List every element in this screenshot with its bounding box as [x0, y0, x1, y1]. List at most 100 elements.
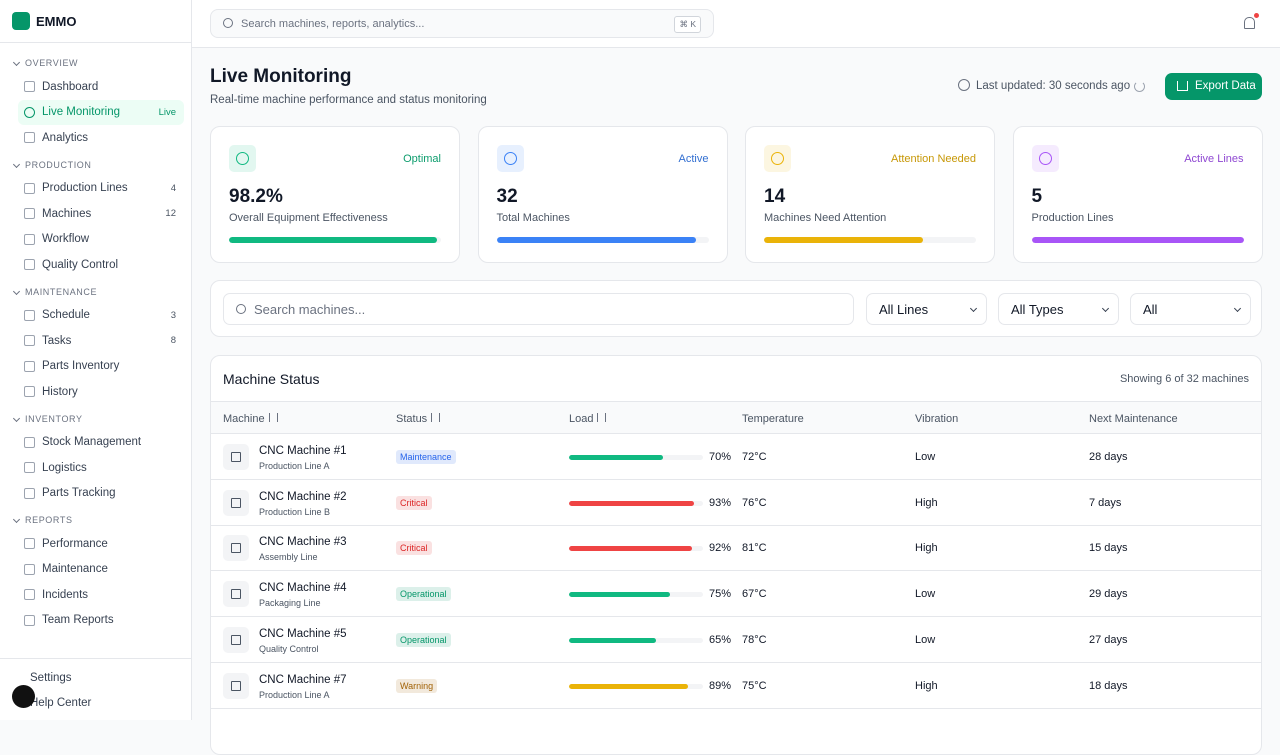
nav-icon — [24, 538, 35, 550]
machine-search[interactable]: Search machines... — [223, 293, 854, 325]
nav-item[interactable]: Logistics — [18, 455, 184, 481]
section-title[interactable]: INVENTORY — [0, 408, 191, 430]
nav-icon — [24, 81, 35, 93]
sidebar-footer: Settings Help Center — [0, 658, 191, 720]
column-label: Next Maintenance — [1089, 413, 1178, 425]
brand[interactable]: EMMO — [0, 0, 191, 43]
load-track — [569, 592, 703, 598]
nav-item[interactable]: Parts Tracking — [18, 481, 184, 507]
machine-line: Production Line A — [259, 689, 330, 700]
status-badge: Maintenance — [396, 450, 456, 464]
vibration: Low — [915, 588, 936, 601]
search-placeholder: Search machines... — [254, 302, 366, 317]
table-row[interactable]: CNC Machine #3 Assembly Line Critical 92% 81… — [211, 525, 1261, 572]
nav-label: Team Reports — [42, 614, 114, 627]
load-bar — [569, 500, 694, 506]
nav-icon — [24, 309, 35, 321]
nav-item[interactable]: Tasks 8 — [18, 328, 184, 354]
kpi-value: 98.2% — [229, 186, 283, 207]
export-button[interactable]: Export Data — [1165, 73, 1262, 100]
section-title[interactable]: PRODUCTION — [0, 154, 191, 176]
vibration: High — [915, 496, 938, 509]
load-label: 92% — [709, 542, 732, 555]
refresh-button[interactable] — [1134, 81, 1145, 92]
nav-icon — [24, 106, 35, 118]
nav-label: Machines — [42, 207, 92, 220]
last-updated: Last updated: 30 seconds ago — [958, 79, 1130, 92]
nav-item[interactable]: Workflow — [18, 227, 184, 253]
kpi-card: Attention Needed 14 Machines Need Attentio… — [745, 126, 995, 263]
nav-icon — [24, 259, 35, 271]
nav-icon — [24, 132, 35, 144]
nav-item[interactable]: Analytics — [18, 125, 184, 151]
status-badge: Critical — [396, 541, 432, 556]
section-title[interactable]: OVERVIEW — [0, 52, 191, 74]
table-row[interactable]: CNC Machine #7 Production Line A Warning 89… — [211, 663, 1261, 709]
nav-item[interactable]: Production Lines 4 — [18, 176, 184, 202]
filter-select[interactable]: All Types — [998, 293, 1119, 325]
load-bar — [569, 637, 657, 643]
machine-line: Production Line A — [259, 461, 330, 471]
nav-icon — [24, 182, 35, 194]
footer-link[interactable]: Settings — [30, 671, 72, 684]
table-row[interactable]: CNC Machine #1 Production Line A Maintenan… — [211, 434, 1261, 480]
nav: OVERVIEW Dashboard Live Monitoring Live Anal… — [0, 43, 191, 658]
load-label: 89% — [709, 679, 732, 692]
machine-line: Assembly Line — [259, 552, 318, 563]
column-header[interactable]: Load — [569, 413, 607, 425]
nav-item[interactable]: Machines 12 — [18, 201, 184, 227]
nav-item[interactable]: Maintenance — [18, 557, 184, 583]
load-label: 93% — [709, 496, 732, 509]
column-header: Temperature — [742, 413, 804, 425]
table-row[interactable]: CNC Machine #4 Packaging Line Operational 7… — [211, 571, 1261, 618]
column-header[interactable]: Status — [396, 413, 441, 425]
column-header[interactable]: Machine — [223, 413, 278, 425]
table-row[interactable]: CNC Machine #2 Production Line B Critical 9… — [211, 480, 1261, 526]
nav-item[interactable]: Live Monitoring Live — [18, 99, 184, 125]
nav-item[interactable]: Schedule 3 — [18, 303, 184, 329]
column-header: Vibration — [915, 413, 958, 425]
filter-select[interactable]: All — [1130, 293, 1251, 325]
nav-item[interactable]: Parts Inventory — [18, 354, 184, 380]
nav-item[interactable]: Incidents — [18, 582, 184, 608]
nav-item[interactable]: Quality Control — [18, 252, 184, 278]
load-bar — [569, 546, 693, 552]
nav-icon — [24, 386, 35, 398]
nav-item[interactable]: Dashboard — [18, 74, 184, 100]
next-maintenance: 29 days — [1089, 588, 1128, 601]
kpi-progress — [764, 237, 923, 243]
nav-icon — [24, 614, 35, 626]
nav-item[interactable]: Team Reports — [18, 608, 184, 634]
section-title[interactable]: MAINTENANCE — [0, 281, 191, 303]
search-icon — [236, 304, 246, 314]
global-search[interactable]: Search machines, reports, analytics... ⌘ … — [210, 9, 714, 38]
machine-name: CNC Machine #5 — [259, 627, 347, 640]
load-label: 70% — [709, 451, 732, 463]
kpi-label: Production Lines — [1031, 212, 1114, 224]
notifications[interactable] — [1244, 13, 1259, 29]
kpi-card: Active 32 Total Machines — [477, 126, 728, 263]
nav-item[interactable]: History — [18, 379, 184, 405]
nav-item[interactable]: Stock Management — [18, 430, 184, 456]
kpi-glyph — [503, 152, 517, 165]
vibration: High — [915, 679, 938, 692]
table-title: Machine Status — [223, 371, 320, 387]
filter-select[interactable]: All Lines — [866, 293, 987, 325]
kpi-icon — [229, 145, 256, 172]
assistant-button[interactable] — [12, 685, 35, 708]
next-maintenance: 7 days — [1089, 496, 1122, 509]
machine-icon — [223, 535, 249, 562]
page: EMMO OVERVIEW Dashboard Live Monitoring Liv… — [0, 0, 1280, 720]
load-track — [569, 637, 703, 643]
kpi-track — [1031, 237, 1244, 243]
section-title[interactable]: REPORTS — [0, 509, 191, 531]
nav-item[interactable]: Performance — [18, 531, 184, 557]
footer-link[interactable]: Help Center — [30, 696, 92, 709]
status-badge: Operational — [396, 632, 451, 647]
kpi-icon — [496, 145, 524, 172]
table-row[interactable]: CNC Machine #5 Quality Control Operational… — [211, 617, 1261, 663]
filters: Search machines... All Lines All Types All — [210, 280, 1262, 337]
column-label: Machine — [223, 413, 265, 425]
nav-label: History — [42, 385, 78, 398]
nav-icon — [24, 436, 35, 448]
